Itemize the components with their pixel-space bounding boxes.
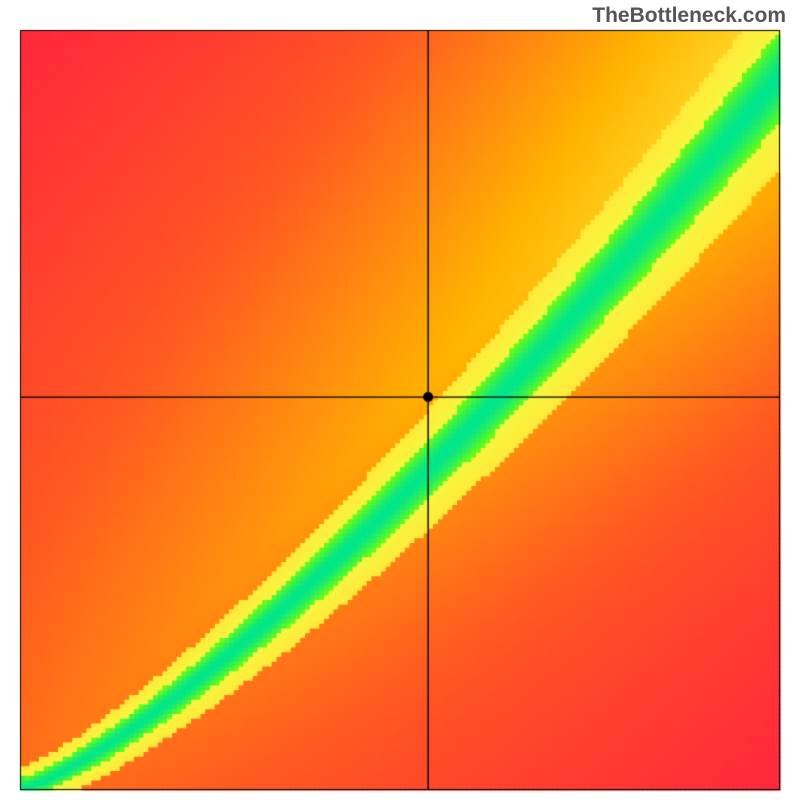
chart-container: TheBottleneck.com — [0, 0, 800, 800]
watermark-text: TheBottleneck.com — [592, 4, 786, 28]
heatmap-canvas — [0, 0, 800, 800]
